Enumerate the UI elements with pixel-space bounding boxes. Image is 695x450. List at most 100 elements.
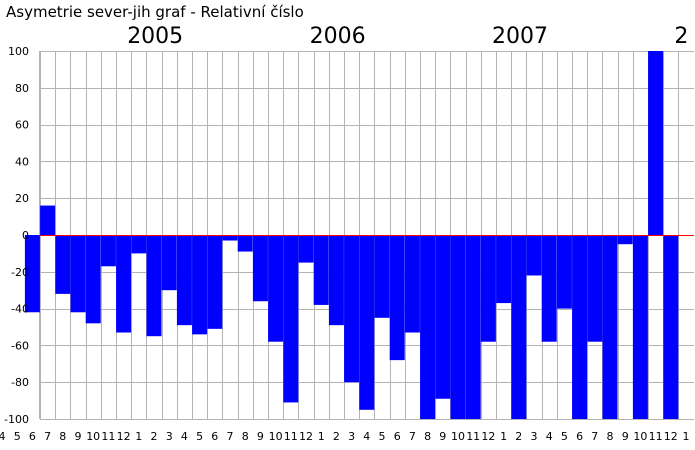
x-tick-label: 8 bbox=[59, 430, 66, 443]
year-label: 2 bbox=[674, 24, 688, 49]
x-tick-label: 9 bbox=[622, 430, 629, 443]
y-tick-label: 20 bbox=[15, 192, 29, 205]
bar bbox=[176, 235, 192, 326]
x-tick-label: 7 bbox=[409, 430, 416, 443]
x-tick-label: 9 bbox=[75, 430, 82, 443]
bar bbox=[632, 235, 648, 419]
bar bbox=[70, 235, 86, 313]
bar bbox=[207, 235, 223, 329]
x-tick-label: 8 bbox=[242, 430, 249, 443]
bar bbox=[648, 51, 664, 235]
y-tick-label: -40 bbox=[11, 303, 29, 316]
bar bbox=[587, 235, 603, 342]
bar bbox=[313, 235, 329, 305]
bar bbox=[192, 235, 208, 335]
bar bbox=[161, 235, 177, 291]
x-tick-label: 12 bbox=[299, 430, 313, 443]
year-label: 2006 bbox=[310, 24, 366, 49]
x-tick-label: 1 bbox=[135, 430, 142, 443]
year-labels: 2005 2006 2007 2 bbox=[127, 24, 688, 49]
x-tick-label: 3 bbox=[348, 430, 355, 443]
x-tick-label: 4 bbox=[546, 430, 553, 443]
bar bbox=[404, 235, 420, 333]
y-axis-ticks: 100 80 60 40 20 0 -20 -40 -60 -80 -100 bbox=[4, 45, 29, 426]
bar bbox=[496, 235, 512, 304]
x-tick-label: 8 bbox=[607, 430, 614, 443]
x-tick-label: 3 bbox=[531, 430, 538, 443]
x-tick-label: 2 bbox=[515, 430, 522, 443]
x-tick-label: 9 bbox=[257, 430, 264, 443]
y-tick-label: -60 bbox=[11, 339, 29, 352]
x-tick-label: 12 bbox=[664, 430, 678, 443]
bar bbox=[480, 235, 496, 342]
bar bbox=[359, 235, 375, 410]
bar bbox=[100, 235, 116, 267]
x-tick-label: 2 bbox=[333, 430, 340, 443]
y-tick-label: -80 bbox=[11, 376, 29, 389]
x-tick-label: 10 bbox=[451, 430, 465, 443]
x-tick-label: 11 bbox=[101, 430, 115, 443]
bar bbox=[541, 235, 557, 342]
bar bbox=[40, 205, 56, 235]
bar bbox=[556, 235, 572, 309]
bar bbox=[24, 235, 40, 313]
x-tick-label: 5 bbox=[561, 430, 568, 443]
year-label: 2007 bbox=[492, 24, 548, 49]
bar bbox=[85, 235, 101, 324]
x-tick-label: 11 bbox=[466, 430, 480, 443]
y-tick-label: 0 bbox=[22, 229, 29, 242]
bar bbox=[465, 235, 481, 419]
x-tick-label: 12 bbox=[117, 430, 131, 443]
x-tick-label: 5 bbox=[379, 430, 386, 443]
x-tick-label: 10 bbox=[269, 430, 283, 443]
x-tick-label: 4 bbox=[0, 430, 6, 443]
chart-title: Asymetrie sever-jih graf - Relativní čís… bbox=[6, 3, 304, 21]
x-tick-label: 1 bbox=[683, 430, 690, 443]
x-tick-label: 12 bbox=[481, 430, 495, 443]
x-tick-label: 7 bbox=[44, 430, 51, 443]
x-axis-ticks: 4 5 6 7 8 9 10 11 12 1 2 3 4 5 6 7 8 9 10 11 12 1 2 3 4 5 6 7 8 9 10 11… bbox=[0, 430, 690, 443]
bar bbox=[572, 235, 588, 419]
x-tick-label: 5 bbox=[14, 430, 21, 443]
x-tick-label: 6 bbox=[394, 430, 401, 443]
x-tick-label: 7 bbox=[591, 430, 598, 443]
x-tick-label: 1 bbox=[318, 430, 325, 443]
y-tick-label: -100 bbox=[4, 413, 29, 426]
y-tick-label: 80 bbox=[15, 82, 29, 95]
x-tick-label: 5 bbox=[196, 430, 203, 443]
y-tick-label: 100 bbox=[8, 45, 29, 58]
x-tick-label: 6 bbox=[29, 430, 36, 443]
x-tick-label: 3 bbox=[166, 430, 173, 443]
x-tick-label: 6 bbox=[211, 430, 218, 443]
bar bbox=[602, 235, 618, 419]
bar bbox=[420, 235, 436, 419]
bar bbox=[131, 235, 147, 254]
x-tick-label: 11 bbox=[284, 430, 298, 443]
bar bbox=[237, 235, 253, 252]
bar bbox=[435, 235, 451, 399]
x-tick-label: 4 bbox=[181, 430, 188, 443]
bar bbox=[617, 235, 633, 245]
x-tick-label: 7 bbox=[227, 430, 234, 443]
bar bbox=[511, 235, 527, 419]
bar bbox=[374, 235, 390, 318]
bar bbox=[344, 235, 360, 383]
bar bbox=[268, 235, 284, 342]
x-tick-label: 6 bbox=[576, 430, 583, 443]
bar bbox=[146, 235, 162, 337]
bar bbox=[298, 235, 314, 263]
x-tick-label: 11 bbox=[649, 430, 663, 443]
x-tick-label: 8 bbox=[424, 430, 431, 443]
x-tick-label: 4 bbox=[363, 430, 370, 443]
bar bbox=[283, 235, 299, 403]
bar bbox=[116, 235, 132, 333]
year-label: 2005 bbox=[127, 24, 183, 49]
y-tick-label: 60 bbox=[15, 119, 29, 132]
bar bbox=[252, 235, 268, 302]
x-tick-label: 10 bbox=[86, 430, 100, 443]
x-tick-label: 9 bbox=[439, 430, 446, 443]
bar bbox=[389, 235, 405, 361]
x-tick-label: 1 bbox=[500, 430, 507, 443]
bar bbox=[526, 235, 542, 276]
